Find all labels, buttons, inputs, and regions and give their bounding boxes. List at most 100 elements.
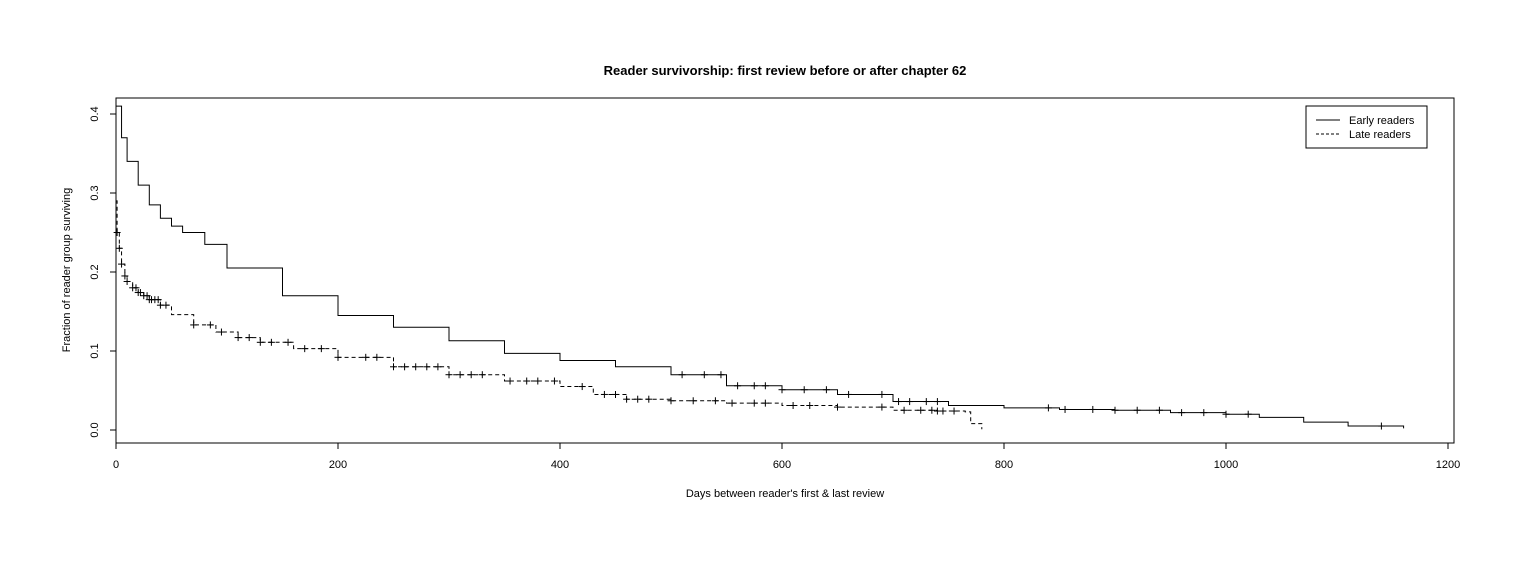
late-censor-mark <box>434 363 442 371</box>
y-tick-label: 0.2 <box>89 264 101 279</box>
late-censor-mark <box>806 402 814 410</box>
late-censor-mark <box>667 397 675 405</box>
late-censor-mark <box>950 407 958 415</box>
early-censor-mark <box>906 398 914 406</box>
x-axis: 0 200 400 600 800 1000 1200 <box>113 442 1460 471</box>
late-censor-mark <box>917 406 925 414</box>
early-censor-mark <box>933 398 941 406</box>
plot-area-frame <box>115 97 1455 444</box>
late-censor-mark <box>373 353 381 361</box>
early-censor-mark <box>1061 405 1069 413</box>
late-censor-mark <box>334 353 342 361</box>
late-censor-mark <box>445 371 453 379</box>
x-tick-label: 800 <box>995 459 1013 471</box>
y-axis: 0.0 0.1 0.2 0.3 0.4 <box>89 106 116 438</box>
x-tick-label: 600 <box>773 459 791 471</box>
y-tick-label: 0.4 <box>89 106 101 121</box>
x-tick-label: 1200 <box>1436 459 1460 471</box>
late-censor-mark <box>878 403 886 411</box>
early-censor-mark <box>1222 410 1230 418</box>
late-censor-mark <box>728 399 736 407</box>
late-censor-mark <box>456 371 464 379</box>
late-censor-mark <box>234 334 242 342</box>
early-censor-mark <box>1244 410 1252 418</box>
late-censor-mark <box>689 397 697 405</box>
early-censor-mark <box>717 371 725 379</box>
late-censor-mark <box>750 399 758 407</box>
late-censor-mark <box>206 321 214 329</box>
late-censor-mark <box>136 289 144 297</box>
late-censor-mark <box>123 277 131 285</box>
x-tick-label: 1000 <box>1214 459 1238 471</box>
early-censor-mark <box>895 398 903 406</box>
late-censor-mark <box>623 395 631 403</box>
late-censor-mark <box>478 371 486 379</box>
late-censor-mark <box>412 363 420 371</box>
early-censor-mark <box>678 371 686 379</box>
early-readers-line <box>116 105 1405 429</box>
series-layer <box>113 105 1405 430</box>
late-censor-mark <box>284 338 292 346</box>
late-censor-mark <box>401 363 409 371</box>
late-censor-mark <box>612 390 619 398</box>
late-censor-mark <box>506 377 514 385</box>
late-censor-mark <box>162 301 170 309</box>
legend-early-label: Early readers <box>1349 115 1415 127</box>
late-censor-mark <box>711 397 719 405</box>
late-censor-mark <box>245 334 253 342</box>
early-censor-mark <box>800 386 808 394</box>
early-censor-mark <box>700 371 708 379</box>
late-censor-mark <box>928 406 936 414</box>
y-tick-label: 0.0 <box>89 422 101 437</box>
late-censor-mark <box>362 353 370 361</box>
late-censor-mark <box>121 272 129 280</box>
early-censor-mark <box>1178 409 1186 417</box>
late-censor-mark <box>132 284 140 292</box>
x-tick-label: 400 <box>551 459 569 471</box>
late-censor-mark <box>154 296 162 304</box>
early-censor-mark <box>761 382 769 390</box>
early-censor-mark <box>845 390 853 398</box>
early-censor-mark <box>1133 406 1141 414</box>
y-tick-label: 0.3 <box>89 185 101 200</box>
late-censor-mark <box>634 395 642 403</box>
chart-title: Reader survivorship: first review before… <box>604 63 967 78</box>
late-censor-mark <box>523 377 531 385</box>
early-censor-mark <box>750 382 758 390</box>
x-tick-label: 0 <box>113 459 119 471</box>
early-censor-mark <box>1044 404 1052 412</box>
late-censor-mark <box>143 292 151 300</box>
early-censor-mark <box>1155 406 1163 414</box>
early-censor-mark <box>778 386 786 394</box>
late-censor-mark <box>115 244 123 252</box>
late-censor-mark <box>645 395 653 403</box>
late-censor-mark <box>390 363 397 371</box>
early-censor-mark <box>822 386 830 394</box>
early-censor-mark <box>922 398 930 406</box>
early-censor-mark <box>878 390 886 398</box>
late-censor-mark <box>834 403 841 411</box>
late-censor-mark <box>761 399 769 407</box>
late-censor-mark <box>900 406 908 414</box>
early-censor-mark <box>1200 409 1208 417</box>
late-censor-mark <box>789 402 797 410</box>
late-censor-mark <box>267 338 275 346</box>
late-censor-mark <box>550 377 558 385</box>
late-censor-mark <box>301 345 309 353</box>
late-readers-line <box>116 200 983 430</box>
late-censor-mark <box>217 328 225 336</box>
late-censor-mark <box>939 407 947 415</box>
x-axis-label: Days between reader's first & last revie… <box>686 488 884 500</box>
early-censor-mark <box>1089 405 1097 413</box>
y-tick-label: 0.1 <box>89 343 101 358</box>
late-censor-mark <box>467 371 475 379</box>
late-censor-mark <box>113 229 121 236</box>
legend-box <box>1305 105 1428 149</box>
legend-late-label: Late readers <box>1349 129 1411 141</box>
late-censor-mark <box>256 338 264 346</box>
late-censor-mark <box>578 383 586 391</box>
x-tick-label: 200 <box>329 459 347 471</box>
early-censor-mark <box>734 382 742 390</box>
late-censor-mark <box>118 260 126 268</box>
